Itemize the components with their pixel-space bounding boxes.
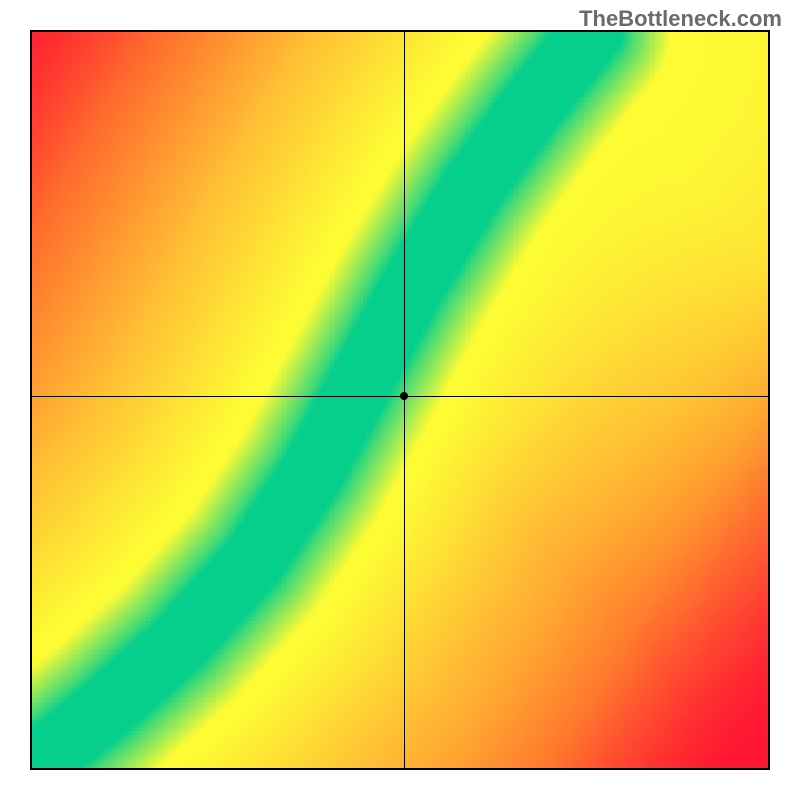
heatmap-plot-frame xyxy=(30,30,770,770)
chart-container: TheBottleneck.com xyxy=(0,0,800,800)
data-point-marker xyxy=(400,392,408,400)
crosshair-vertical xyxy=(404,32,405,768)
watermark-text: TheBottleneck.com xyxy=(579,6,782,32)
heatmap-canvas xyxy=(32,32,768,768)
